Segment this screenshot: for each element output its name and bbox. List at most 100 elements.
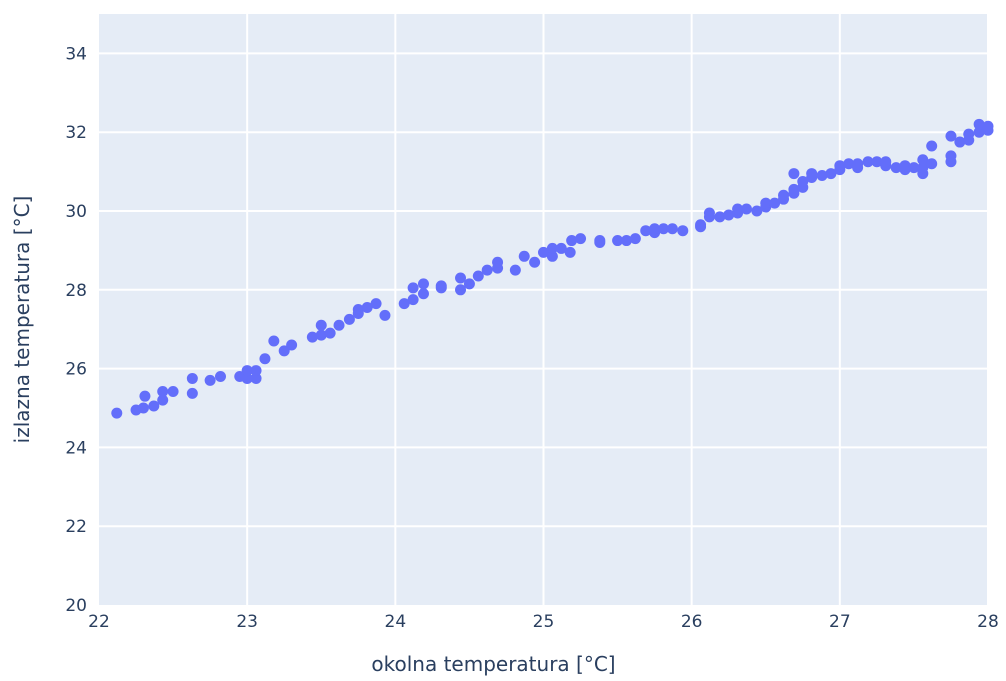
- data-point: [370, 298, 382, 310]
- data-point: [315, 329, 327, 341]
- data-point: [259, 353, 271, 365]
- data-point: [945, 150, 957, 162]
- data-point: [575, 233, 587, 245]
- data-point: [760, 197, 772, 209]
- data-point: [214, 370, 226, 382]
- data-point: [361, 302, 373, 314]
- data-point: [398, 298, 410, 310]
- x-tick-labels: 22 23 24 25 26 27 28: [88, 612, 999, 632]
- data-point: [315, 319, 327, 331]
- data-point: [250, 372, 262, 384]
- y-tick-label: 20: [65, 596, 87, 616]
- x-axis-title: okolna temperatura [°C]: [371, 652, 615, 676]
- data-point: [899, 160, 911, 172]
- data-point: [463, 278, 475, 290]
- data-point: [982, 120, 994, 132]
- x-tick-label: 23: [236, 612, 258, 632]
- data-point: [640, 225, 652, 237]
- y-tick-label: 34: [65, 44, 87, 64]
- data-point: [973, 126, 985, 138]
- y-tick-label: 22: [65, 517, 87, 537]
- data-point: [407, 294, 419, 306]
- data-point: [695, 219, 707, 231]
- data-point: [778, 189, 790, 201]
- data-point: [481, 264, 493, 276]
- data-point: [241, 372, 253, 384]
- data-point: [658, 223, 670, 235]
- data-point: [137, 402, 149, 414]
- data-point: [111, 407, 123, 419]
- data-point: [862, 156, 874, 168]
- data-point: [740, 203, 752, 215]
- data-point: [620, 235, 632, 247]
- data-point: [407, 282, 419, 294]
- data-point: [797, 175, 809, 187]
- data-points: [111, 118, 994, 419]
- data-point: [926, 140, 938, 152]
- x-tick-label: 28: [977, 612, 999, 632]
- data-point: [352, 304, 364, 315]
- data-point: [677, 225, 689, 237]
- data-point: [417, 278, 429, 290]
- data-point: [148, 400, 160, 412]
- data-point: [788, 183, 800, 195]
- data-point: [157, 385, 169, 397]
- data-point: [538, 246, 549, 258]
- data-point: [268, 335, 280, 347]
- data-point: [139, 390, 151, 402]
- data-point: [788, 168, 800, 180]
- y-tick-label: 30: [65, 202, 87, 222]
- data-point: [204, 374, 216, 386]
- data-point: [871, 156, 883, 168]
- x-tick-label: 27: [829, 612, 851, 632]
- data-point: [455, 284, 467, 296]
- data-point: [806, 168, 818, 180]
- data-point: [529, 256, 541, 268]
- data-point: [890, 162, 902, 174]
- data-point: [157, 394, 169, 406]
- data-point: [963, 128, 975, 140]
- data-point: [379, 309, 391, 321]
- data-point: [566, 235, 578, 247]
- data-point: [286, 339, 298, 351]
- data-point: [714, 211, 726, 223]
- data-point: [825, 168, 837, 180]
- data-point: [769, 197, 781, 209]
- data-point: [455, 272, 467, 284]
- data-point: [186, 387, 198, 399]
- data-point: [926, 158, 938, 170]
- data-point: [612, 235, 624, 247]
- x-tick-label: 25: [533, 612, 555, 632]
- data-point: [435, 280, 447, 292]
- y-tick-label: 26: [65, 360, 87, 380]
- data-point: [816, 170, 828, 182]
- data-point: [343, 313, 355, 325]
- data-point: [973, 118, 985, 130]
- data-point: [306, 331, 318, 343]
- data-point: [751, 205, 763, 217]
- data-point: [917, 162, 929, 174]
- data-point: [417, 288, 429, 300]
- data-point: [703, 207, 715, 219]
- data-point: [629, 233, 641, 245]
- data-point: [945, 130, 957, 142]
- data-point: [472, 270, 484, 282]
- data-point: [908, 162, 920, 174]
- x-tick-label: 24: [385, 612, 407, 632]
- data-point: [732, 203, 744, 215]
- data-point: [509, 264, 521, 276]
- data-point: [666, 223, 678, 235]
- data-point: [917, 154, 929, 166]
- data-point: [250, 365, 262, 377]
- data-point: [492, 256, 504, 268]
- y-tick-label: 28: [65, 281, 87, 301]
- y-tick-labels: 20 22 24 26 28 30 32 34: [65, 44, 87, 616]
- data-point: [594, 235, 606, 247]
- data-point: [954, 136, 966, 148]
- y-tick-label: 32: [65, 123, 87, 143]
- data-point: [649, 223, 661, 235]
- y-axis-title: izlazna temperatura [°C]: [10, 196, 34, 444]
- x-gridlines: [246, 14, 989, 605]
- data-point: [167, 385, 179, 397]
